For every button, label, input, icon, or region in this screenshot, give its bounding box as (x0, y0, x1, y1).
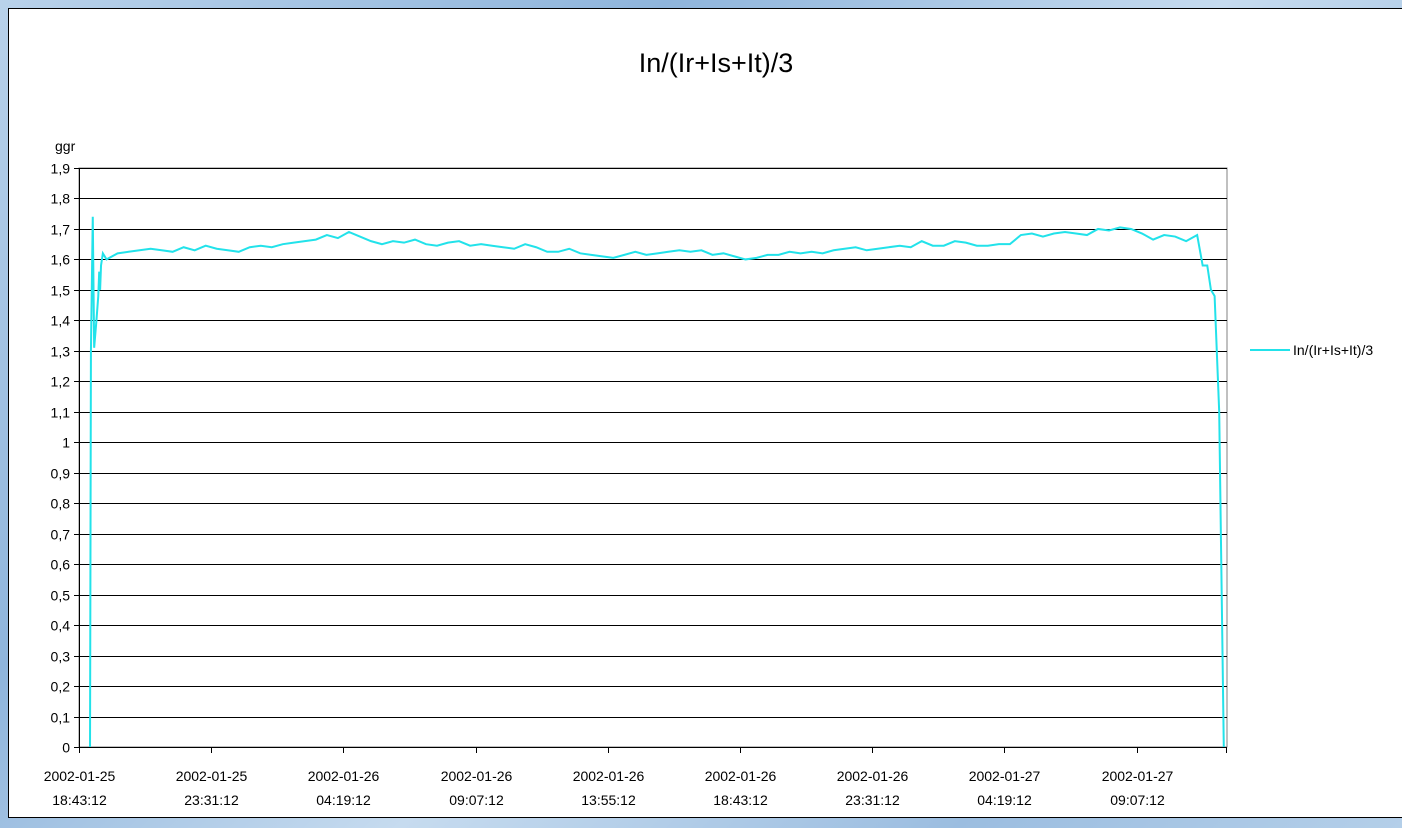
x-tick-label: 2002-01-26 23:31:12 (837, 768, 909, 808)
y-tick-label: 1 (62, 435, 70, 451)
y-tick-label: 1,4 (51, 313, 71, 329)
y-tick-label: 1,5 (51, 283, 71, 299)
chart-title: In/(Ir+Is+It)/3 (639, 48, 794, 78)
y-tick-label: 0,7 (51, 527, 71, 543)
x-tick-label: 2002-01-25 23:31:12 (176, 768, 248, 808)
y-tick-label: 1,7 (51, 222, 71, 238)
y-tick-label: 0 (62, 740, 70, 756)
y-tick-label: 1,1 (51, 405, 71, 421)
x-tick-label: 2002-01-26 09:07:12 (441, 768, 513, 808)
y-axis-label: ggr (55, 138, 76, 154)
legend-label: In/(Ir+Is+It)/3 (1293, 342, 1373, 358)
y-tick-label: 0,4 (51, 618, 71, 634)
data-line (89, 216, 1225, 748)
y-tick-label: 0,8 (51, 496, 71, 512)
y-tick-label: 1,9 (51, 161, 71, 177)
y-tick-label: 1,3 (51, 344, 71, 360)
y-tick-label: 1,6 (51, 252, 71, 268)
y-tick-label: 0,1 (51, 710, 71, 726)
y-tick-label: 1,8 (51, 191, 71, 207)
x-tick-label: 2002-01-26 18:43:12 (705, 768, 777, 808)
plot-area (78, 167, 1228, 748)
x-tick-label: 2002-01-27 09:07:12 (1102, 768, 1174, 808)
y-tick-label: 0,3 (51, 649, 71, 665)
y-tick-label: 0,9 (51, 466, 71, 482)
y-tick-label: 0,5 (51, 588, 71, 604)
y-tick-label: 0,2 (51, 679, 71, 695)
y-tick-label: 1,2 (51, 374, 71, 390)
y-tick-label: 0,6 (51, 557, 71, 573)
x-tick-label: 2002-01-25 18:43:12 (44, 768, 116, 808)
x-tick-label: 2002-01-27 04:19:12 (969, 768, 1041, 808)
x-tick-label: 2002-01-26 04:19:12 (308, 768, 380, 808)
x-tick-label: 2002-01-26 13:55:12 (573, 768, 645, 808)
